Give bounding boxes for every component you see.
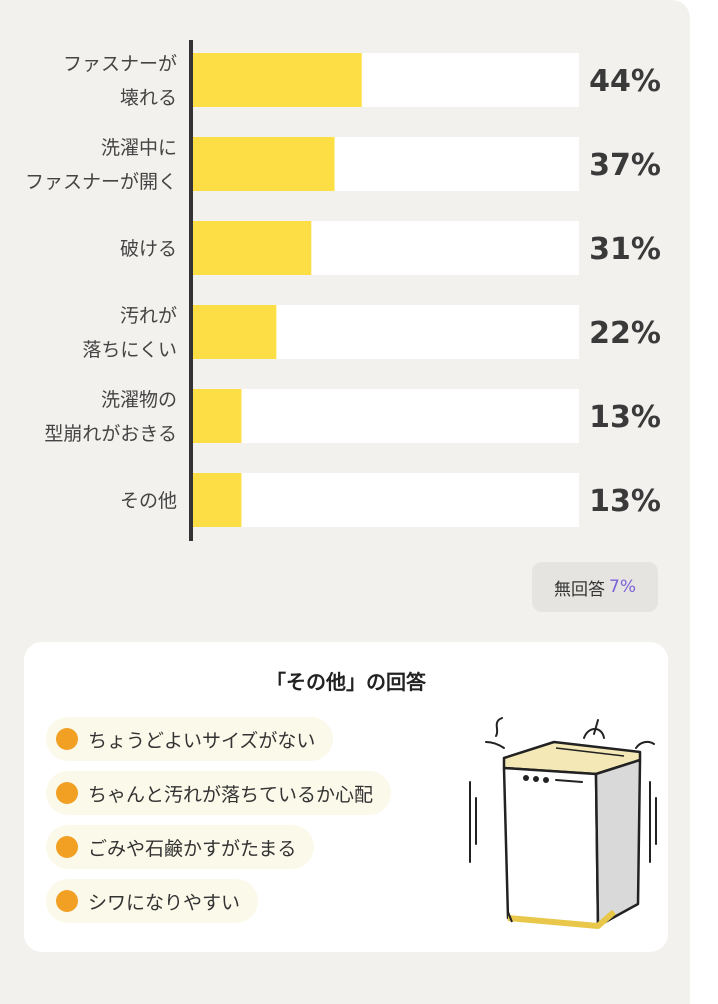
other-answer-text: シワになりやすい [88, 891, 241, 914]
bar-track [191, 473, 579, 527]
bar-track [191, 389, 579, 443]
no-answer-value: 7% [609, 577, 636, 597]
other-answers-title: 「その他」の回答 [266, 670, 426, 694]
other-answer-item: ちょうどよいサイズがない [46, 717, 334, 761]
bullet-dot-icon [56, 836, 78, 858]
category-label: その他 [120, 490, 177, 512]
category-label: 落ちにくい [82, 339, 177, 361]
other-answer-text: ちゃんと汚れが落ちているか心配 [88, 783, 374, 806]
washing-machine-icon [469, 717, 657, 929]
bar [191, 53, 362, 107]
bar [191, 473, 242, 527]
value-label: 13% [589, 400, 661, 435]
value-label: 44% [589, 64, 661, 99]
other-answer-text: ごみや石鹸かすがたまる [88, 837, 297, 860]
value-label: 37% [589, 148, 661, 183]
value-label: 22% [589, 316, 661, 351]
category-label: 洗濯中に [101, 137, 177, 159]
bar [191, 221, 312, 275]
bar [191, 137, 335, 191]
value-label: 31% [589, 232, 661, 267]
category-label: ファスナーが [63, 53, 177, 75]
other-answer-text: ちょうどよいサイズがない [88, 729, 316, 752]
other-answer-item: ごみや石鹸かすがたまる [46, 825, 315, 869]
other-answer-item: シワになりやすい [46, 879, 259, 923]
bullet-dot-icon [56, 728, 78, 750]
category-label: 壊れる [120, 87, 177, 109]
category-label: 型崩れがおきる [44, 423, 177, 445]
bullet-dot-icon [56, 782, 78, 804]
category-label: ファスナーが開く [25, 171, 177, 193]
no-answer-badge: 無回答 7% [532, 562, 658, 612]
category-label: 汚れが [120, 305, 177, 327]
value-label: 13% [589, 484, 661, 519]
bar [191, 305, 277, 359]
category-label: 洗濯物の [101, 389, 177, 411]
other-answer-item: ちゃんと汚れが落ちているか心配 [46, 771, 392, 815]
category-label: 破ける [120, 238, 177, 260]
bullet-dot-icon [56, 890, 78, 912]
no-answer-label: 無回答 [554, 579, 605, 600]
bar [191, 389, 242, 443]
other-answers-card: 「その他」の回答 ちょうどよいサイズがない ちゃんと汚れが落ちているか心配 ごみ… [24, 642, 668, 952]
